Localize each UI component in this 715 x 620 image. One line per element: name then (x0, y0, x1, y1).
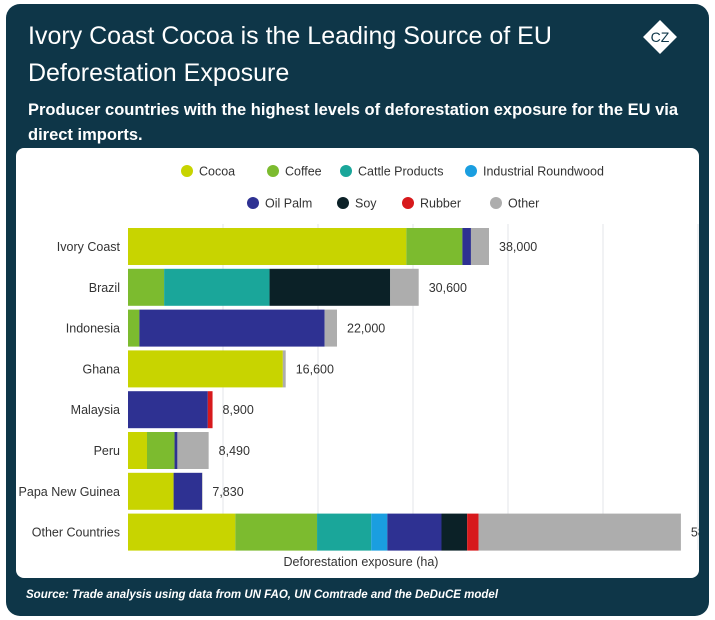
bar-ivory-coast-coffee (406, 228, 463, 265)
total-label-ghana: 16,600 (296, 362, 334, 376)
total-label-papa-new-guinea: 7,830 (212, 485, 243, 499)
legend-label-rubber: Rubber (420, 197, 461, 211)
legend-label-industrial-roundwood: Industrial Roundwood (483, 165, 604, 179)
legend-swatch-coffee (267, 165, 279, 177)
legend-swatch-rubber (402, 197, 414, 209)
legend-label-oil-palm: Oil Palm (265, 197, 312, 211)
total-label-brazil: 30,600 (429, 281, 467, 295)
bar-peru-cocoa (128, 432, 147, 469)
category-label-ivory-coast: Ivory Coast (57, 240, 121, 254)
bar-malaysia-oil-palm (128, 391, 208, 429)
diamond-logo-icon: CZ (641, 18, 679, 56)
bar-malaysia-rubber (207, 391, 213, 429)
bar-ivory-coast-other (470, 228, 489, 265)
legend-swatch-oil-palm (247, 197, 259, 209)
category-label-indonesia: Indonesia (66, 322, 120, 336)
legend-label-cattle-products: Cattle Products (358, 165, 443, 179)
bar-indonesia-oil-palm (139, 309, 325, 347)
bar-papa-new-guinea-cocoa (128, 472, 174, 510)
total-label-malaysia: 8,900 (223, 403, 254, 417)
bar-other-countries-coffee (235, 513, 318, 551)
chart-title: Ivory Coast Cocoa is the Leading Source … (28, 22, 552, 87)
bar-papa-new-guinea-other (202, 472, 203, 510)
chart-card: Ivory Coast Cocoa is the Leading Source … (6, 4, 709, 616)
category-label-other-countries: Other Countries (32, 526, 120, 540)
bar-ivory-coast-oil-palm (462, 228, 471, 265)
category-label-papa-new-guinea: Papa New Guinea (19, 485, 121, 499)
bar-other-countries-rubber (467, 513, 479, 551)
source-note: Source: Trade analysis using data from U… (26, 589, 499, 601)
bar-other-countries-cattle-products (317, 513, 372, 551)
legend-swatch-industrial-roundwood (465, 165, 477, 177)
bar-ivory-coast-cocoa (128, 228, 407, 265)
total-label-indonesia: 22,000 (347, 322, 385, 336)
bar-papa-new-guinea-oil-palm (173, 472, 203, 510)
bar-peru-other (177, 432, 209, 469)
chart-panel: Cocoa Coffee Cattle Products Industrial Rou… (16, 148, 709, 578)
bar-other-countries-oil-palm (387, 513, 442, 551)
logo-text: CZ (651, 29, 670, 45)
category-label-ghana: Ghana (82, 362, 120, 376)
category-label-peru: Peru (94, 444, 120, 458)
legend-label-other: Other (508, 197, 539, 211)
legend-label-coffee: Coffee (285, 165, 322, 179)
legend-swatch-cattle-products (340, 165, 352, 177)
bar-indonesia-other (324, 309, 337, 347)
legend: Cocoa Coffee Cattle Products Industrial Rou… (181, 165, 604, 211)
bar-brazil-cattle-products (164, 268, 270, 306)
bar-other-countries-cocoa (128, 513, 236, 551)
bar-chart: Cocoa Coffee Cattle Products Industrial Rou… (19, 165, 709, 570)
bar-other-countries-other (478, 513, 681, 551)
bar-peru-coffee (147, 432, 175, 469)
bar-brazil-coffee (128, 268, 165, 306)
category-labels: Ivory Coast Brazil Indonesia Ghana Malaysia P… (19, 240, 121, 540)
bar-brazil-other (390, 268, 419, 306)
bar-brazil-soy (269, 268, 391, 306)
legend-swatch-other (490, 197, 502, 209)
category-label-brazil: Brazil (89, 281, 120, 295)
chart-subtitle: Producer countries with the highest leve… (28, 101, 679, 144)
total-label-other-countries: 58,200 (691, 526, 699, 540)
bar-other-countries-industrial-roundwood (371, 513, 388, 551)
legend-label-cocoa: Cocoa (199, 165, 235, 179)
total-label-ivory-coast: 38,000 (499, 240, 537, 254)
total-label-peru: 8,490 (219, 444, 250, 458)
bar-ghana-cocoa (128, 350, 283, 388)
bars (128, 228, 681, 551)
bar-ghana-other (282, 350, 286, 388)
legend-swatch-cocoa (181, 165, 193, 177)
bar-peru-oil-palm (174, 432, 178, 469)
bar-other-countries-soy (441, 513, 468, 551)
legend-swatch-soy (337, 197, 349, 209)
legend-label-soy: Soy (355, 197, 377, 211)
bar-indonesia-coffee (128, 309, 140, 347)
total-labels: 38,000 30,600 22,000 16,600 8,900 8,490 7,830 5… (212, 240, 709, 540)
x-axis-label: Deforestation exposure (ha) (284, 555, 439, 569)
category-label-malaysia: Malaysia (71, 403, 120, 417)
